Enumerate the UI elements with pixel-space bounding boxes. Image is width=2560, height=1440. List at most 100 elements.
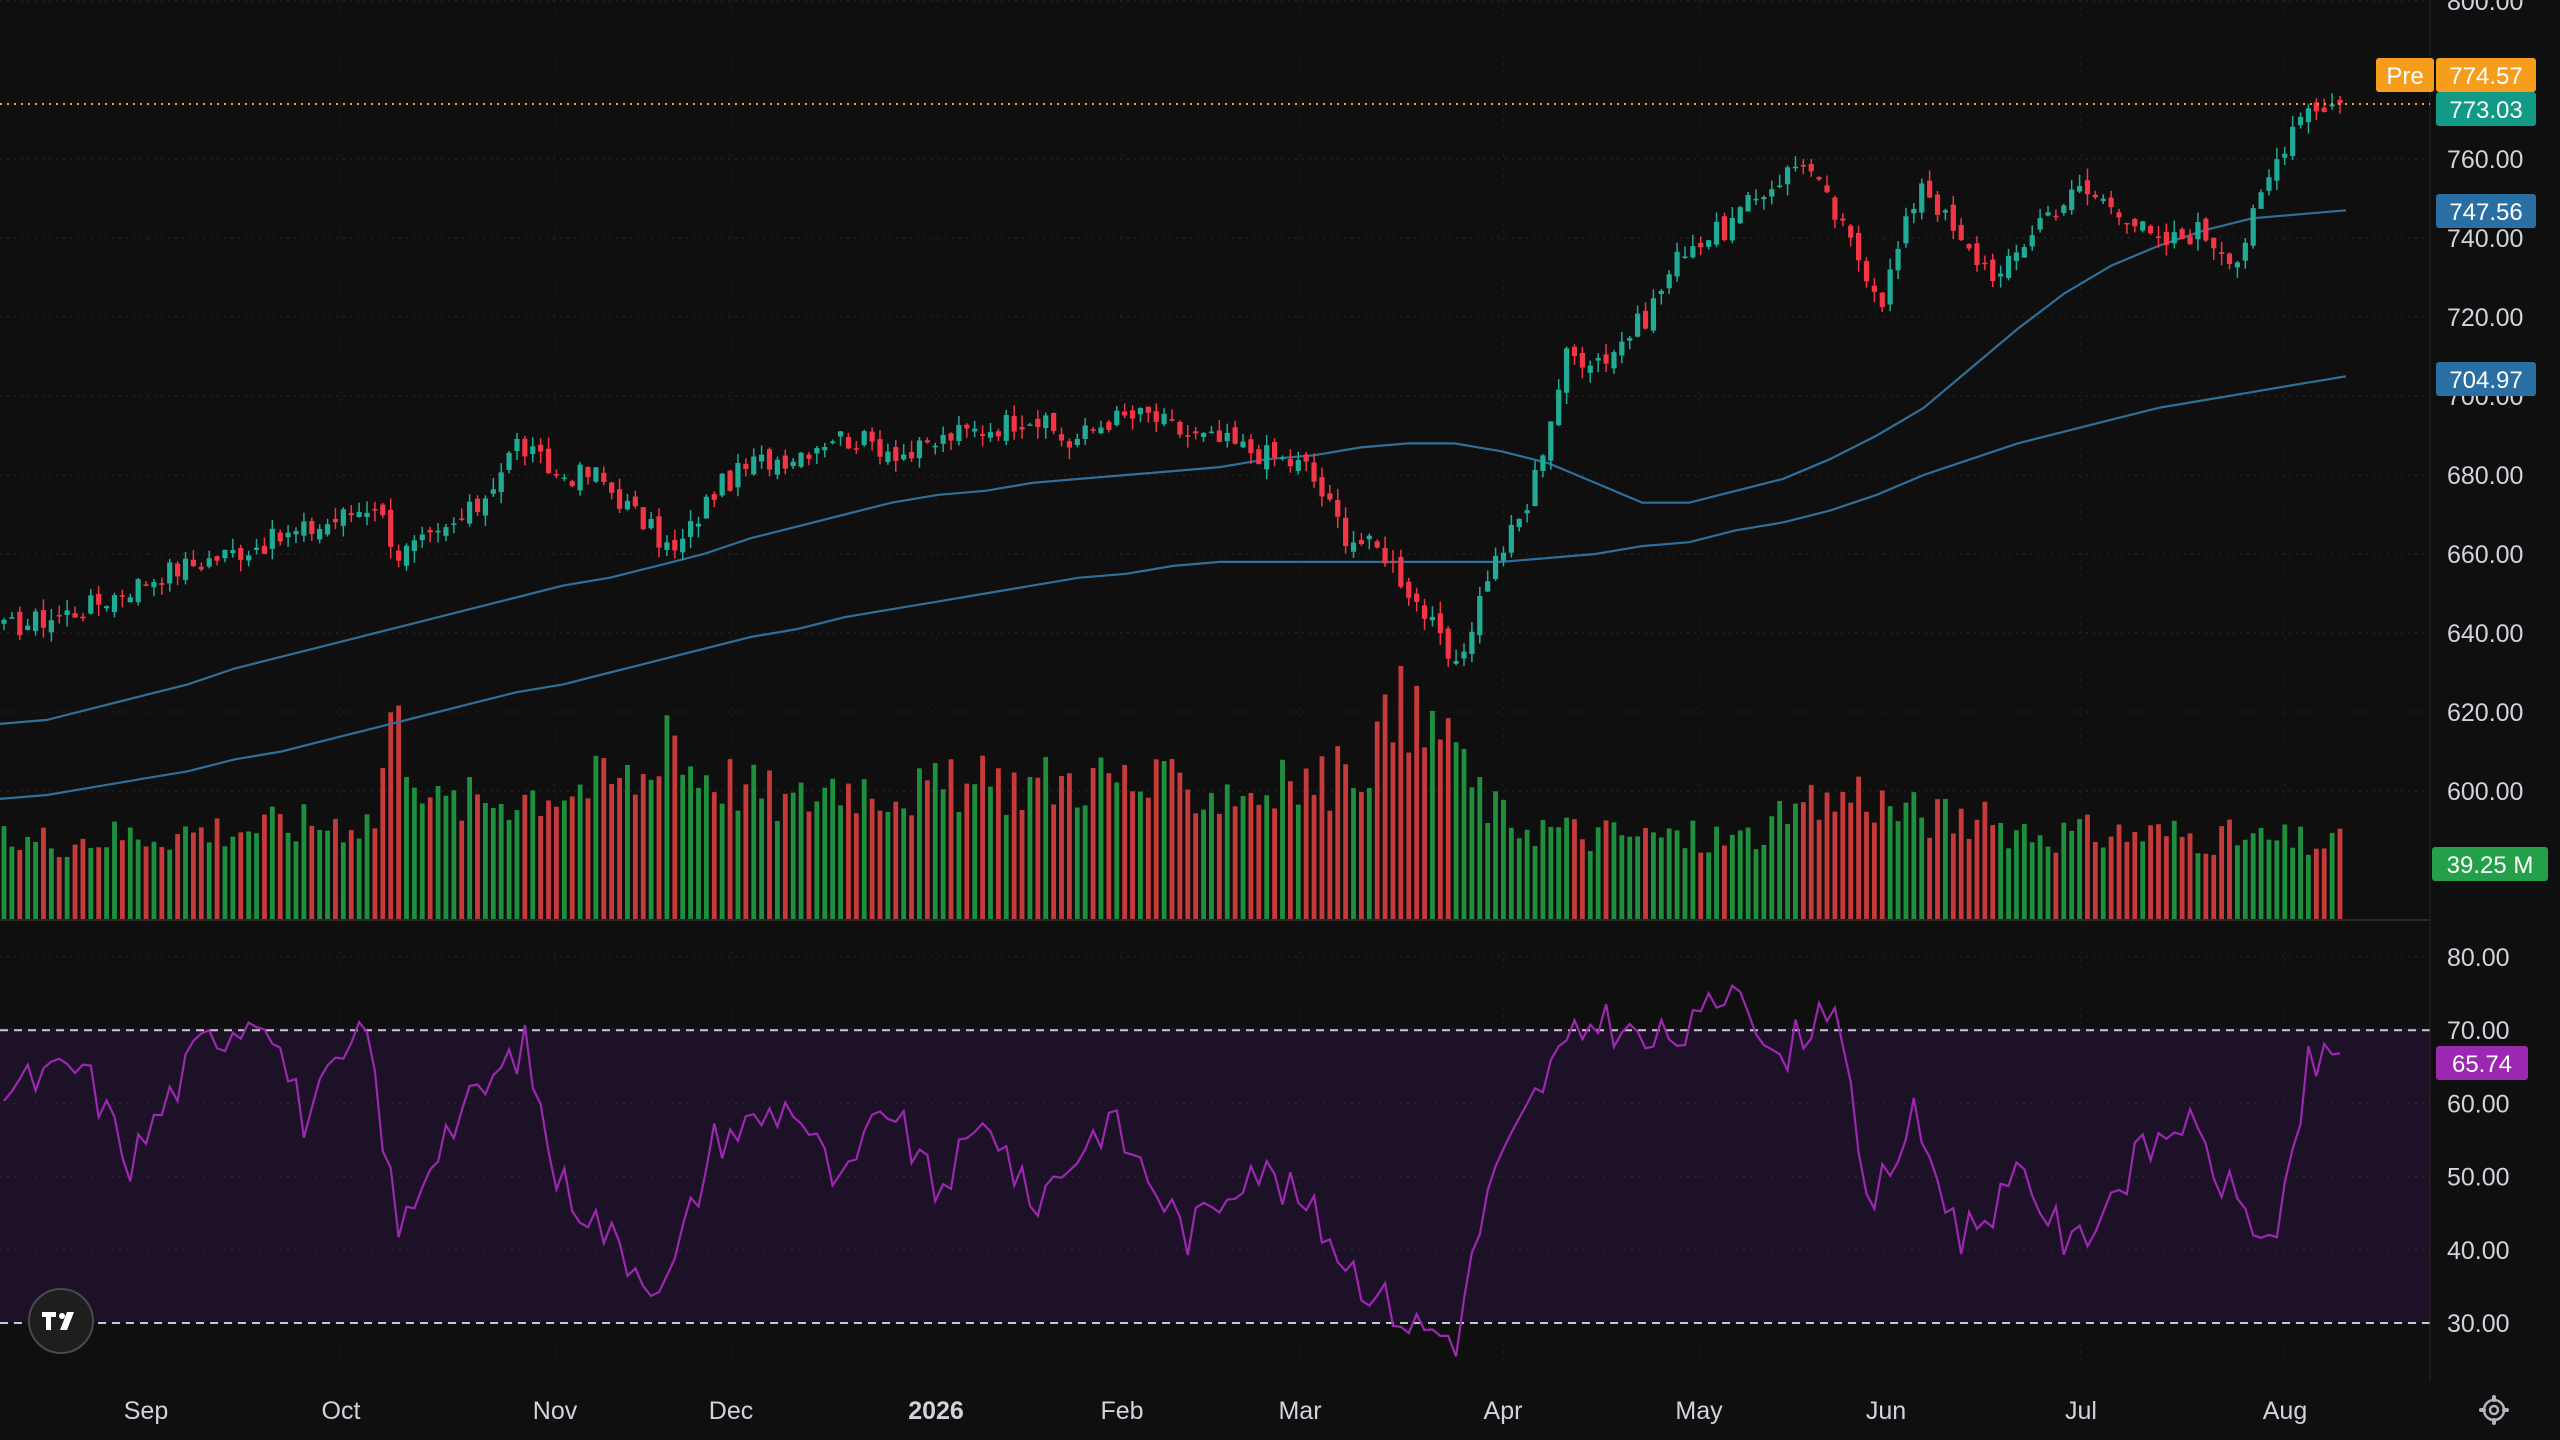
volume-bar: [585, 798, 591, 920]
volume-bar: [538, 816, 544, 920]
price-axis[interactable]: 800.00760.00740.00720.00700.00680.00660.…: [2447, 0, 2523, 806]
volume-bar: [388, 712, 394, 920]
volume-bar: [790, 792, 796, 920]
candle-body: [1508, 524, 1514, 553]
time-tick-label: Apr: [1484, 1397, 1523, 1425]
volume-bar: [853, 813, 859, 920]
candle-body: [1445, 628, 1451, 659]
volume-bar: [1145, 797, 1151, 920]
candle-body: [1832, 197, 1838, 220]
candle-body: [869, 431, 875, 442]
candle-body: [1950, 204, 1956, 231]
candle-body: [908, 452, 915, 459]
candle-body: [1169, 419, 1175, 421]
volume-bar: [1122, 765, 1128, 920]
candle-body: [1911, 208, 1917, 214]
candle-body: [1421, 605, 1428, 619]
volume-bar: [1777, 800, 1783, 920]
volume-bar: [1508, 827, 1514, 920]
volume-bar: [1106, 773, 1112, 920]
candle-body: [593, 467, 599, 482]
volume-bar: [1067, 773, 1072, 920]
candle-body: [1721, 216, 1728, 241]
candle-body: [135, 579, 141, 603]
volume-bar: [1280, 759, 1285, 920]
candle-body: [2187, 236, 2193, 245]
volume-bar: [33, 841, 38, 920]
candle-body: [1556, 389, 1562, 426]
candle-body: [1745, 195, 1751, 212]
volume-bar: [2274, 840, 2280, 920]
candle-body: [40, 610, 47, 628]
candle-body: [451, 523, 457, 525]
volume-bar: [1043, 757, 1049, 920]
candle-body: [1666, 274, 1672, 289]
volume-bar: [901, 808, 907, 920]
candle-body: [246, 555, 252, 561]
volume-bar: [696, 787, 701, 920]
volume-bar: [1272, 808, 1277, 920]
volume-bar: [72, 844, 78, 920]
rsi-tick-label: 50.00: [2447, 1164, 2510, 1192]
volume-bar: [467, 777, 473, 920]
rsi-tick-label: 80.00: [2447, 944, 2510, 972]
volume-bar: [1974, 819, 1980, 920]
volume-bar: [1903, 802, 1909, 920]
time-axis[interactable]: Sep Oct Nov Dec 2026 Feb Mar Apr May Jun Jul Aug: [124, 1397, 2307, 1425]
moving-average-lines: [0, 209, 2347, 800]
candle-body: [1706, 240, 1712, 247]
candle-body: [1295, 459, 1301, 471]
candle-body: [1848, 225, 1854, 238]
candle-body: [1469, 631, 1475, 654]
candle-body: [751, 456, 757, 475]
volume-bar: [1169, 759, 1175, 920]
candle-body: [1114, 410, 1120, 426]
candle-body: [411, 540, 417, 552]
price-tick-label: 760.00: [2447, 146, 2523, 174]
candle-body: [1942, 210, 1949, 213]
candle-body: [80, 616, 86, 619]
volume-bar: [1090, 768, 1096, 920]
rsi-axis[interactable]: 80.00 70.00 60.00 50.00 40.00 30.00: [2447, 944, 2510, 1338]
volume-bar: [1627, 836, 1633, 920]
volume-bar: [1287, 781, 1293, 920]
price-tick-label: 800.00: [2447, 0, 2523, 16]
candle-body: [1248, 439, 1254, 454]
volume-bar: [2219, 826, 2225, 920]
candle-body: [1003, 415, 1009, 441]
volume-bar: [317, 830, 323, 920]
volume-bar: [924, 780, 930, 920]
candle-body: [427, 529, 433, 533]
settings-gear-icon[interactable]: [2478, 1394, 2510, 1426]
volume-bar: [1430, 710, 1435, 920]
candle-body: [1335, 499, 1341, 517]
volume-bar: [2290, 847, 2296, 920]
candle-body: [2211, 237, 2217, 249]
candle-body: [1287, 459, 1293, 467]
candle-body: [1098, 427, 1104, 434]
candle-body: [1240, 441, 1246, 448]
tradingview-logo[interactable]: [28, 1288, 94, 1354]
volume-bar: [1548, 826, 1554, 920]
volume-bar: [2045, 846, 2051, 920]
volume-bar: [222, 846, 228, 920]
volume-bar: [917, 768, 922, 920]
candle-body: [1761, 197, 1767, 200]
volume-bar: [411, 787, 417, 920]
volume-bar: [940, 789, 946, 920]
candle-body: [1563, 348, 1570, 393]
candle-body: [230, 549, 236, 553]
volume-bar: [2337, 828, 2343, 920]
candle-body: [9, 617, 15, 619]
volume-bar: [1130, 791, 1135, 920]
candle-body: [2076, 186, 2083, 192]
candle-body: [372, 509, 378, 511]
volume-bar: [1808, 785, 1814, 920]
candle-body: [1271, 441, 1278, 458]
volume-bar: [617, 777, 622, 920]
ma-fast-tag: 747.56: [2436, 194, 2536, 228]
candle-body: [1737, 207, 1743, 224]
volume-bar: [9, 846, 15, 920]
volume-bar: [2006, 848, 2011, 920]
